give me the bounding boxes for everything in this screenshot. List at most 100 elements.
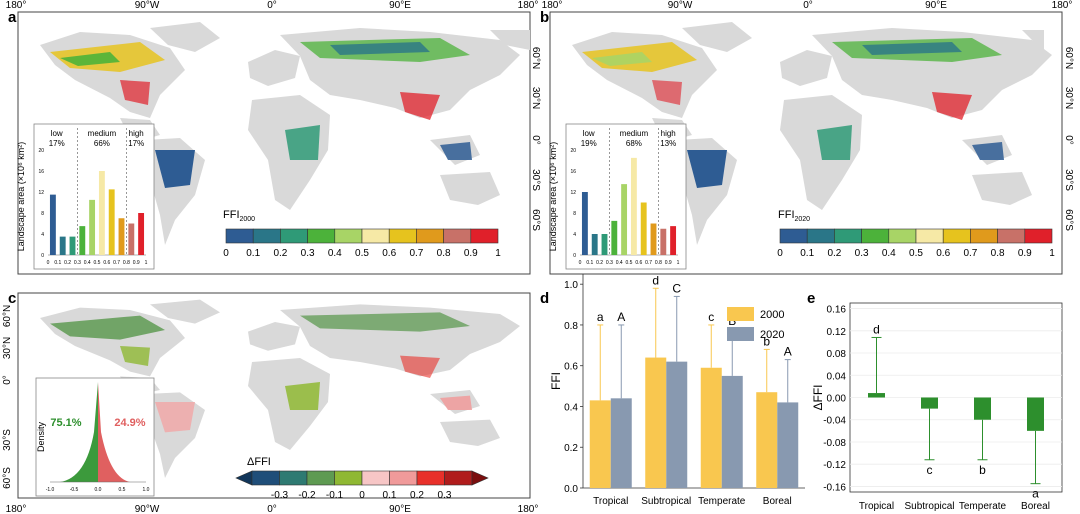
- panel-letter-e: e: [807, 290, 815, 307]
- x-tick: Boreal: [763, 496, 792, 507]
- colorbar-swatch: [806, 228, 835, 244]
- inset-xtick: 0.7: [645, 260, 652, 266]
- inset-xtick: 0.2: [64, 260, 71, 266]
- colorbar-tick: 0.2: [410, 490, 424, 501]
- colorbar-tick: 0.4: [328, 248, 342, 259]
- colorbar-swatch: [443, 228, 472, 244]
- significance-label: d: [652, 273, 659, 287]
- inset-group-pct: 13%: [660, 139, 676, 148]
- inset-xtick: 0.3: [74, 260, 81, 266]
- density-pos-pct: 24.9%: [114, 417, 145, 429]
- bar-2000: [645, 357, 667, 488]
- inset-bar: [591, 234, 598, 255]
- lat-tick: 0°: [1063, 135, 1074, 145]
- colorbar-title-b: FFI2020: [778, 209, 810, 223]
- inset-xtick: 1: [145, 260, 148, 266]
- colorbar-swatch: [861, 228, 890, 244]
- colorbar-tick: 0.1: [383, 490, 397, 501]
- inset-xtick: 0.2: [596, 260, 603, 266]
- inset-bar: [118, 218, 125, 255]
- panel-c: c 180° 90°W 0° 90°E 180° 60°N 30°N 0° 30…: [2, 290, 538, 514]
- x-tick: Subtropical: [904, 501, 954, 512]
- lon-tick: 180°: [518, 0, 539, 11]
- inset-xtick: 0.9: [133, 260, 140, 266]
- colorbar-title-c: ΔFFI: [247, 456, 271, 468]
- colorbar-tick: 0.8: [437, 248, 451, 259]
- colorbar-tick: -0.3: [271, 490, 289, 501]
- colorbar-tick: 0.5: [355, 248, 369, 259]
- inset-bar: [581, 192, 588, 255]
- y-tick: 0.04: [827, 371, 847, 382]
- change-overlay-c: [50, 312, 472, 433]
- inset-xtick: -0.5: [70, 487, 79, 493]
- y-label: ΔFFI: [811, 384, 825, 410]
- y-tick: -0.12: [823, 460, 846, 471]
- colorbar-tick: 0.9: [1018, 248, 1032, 259]
- colorbar-tick: 0.3: [301, 248, 315, 259]
- colorbar-swatch: [334, 470, 363, 486]
- colorbar-swatch: [1024, 228, 1053, 244]
- x-tick: Tropical: [593, 496, 628, 507]
- inset-xtick: 0.5: [94, 260, 101, 266]
- colorbar-swatch: [942, 228, 971, 244]
- panel-b: b 180° 90°W 0° 90°E 180°: [540, 0, 1074, 275]
- y-tick: 0.4: [564, 402, 578, 413]
- colorbar-end-high: [471, 470, 489, 486]
- inset-bar: [650, 223, 657, 255]
- inset-xtick: 0.1: [54, 260, 61, 266]
- inset-bar: [601, 234, 608, 255]
- inset-xtick: 0.9: [665, 260, 672, 266]
- inset-xtick: 0.8: [123, 260, 130, 266]
- colorbar-tick: 0.6: [382, 248, 396, 259]
- lat-tick: 30°N: [530, 87, 541, 109]
- significance-label: c: [708, 310, 714, 324]
- lon-tick: 0°: [267, 0, 277, 11]
- lat-tick: 0°: [2, 375, 13, 385]
- colorbar-swatch: [416, 228, 444, 244]
- lon-tick: 90°W: [135, 504, 160, 514]
- inset-xtick: 0.0: [95, 487, 102, 493]
- inset-ytick: 0: [573, 253, 576, 259]
- inset-xtick: -1.0: [46, 487, 55, 493]
- lat-tick: 60°S: [2, 467, 13, 489]
- inset-xtick: 0.6: [635, 260, 642, 266]
- lat-tick: 30°N: [2, 337, 13, 359]
- inset-bar: [79, 226, 86, 255]
- inset-ytick: 0: [41, 253, 44, 259]
- colorbar-swatch: [388, 228, 417, 244]
- bar-2020: [666, 361, 688, 488]
- lon-tick: 180°: [1052, 0, 1073, 11]
- inset-group-name: high: [661, 129, 676, 138]
- inset-group-pct: 17%: [128, 139, 144, 148]
- colorbar-swatch: [389, 470, 418, 486]
- colorbar-tick: 0.9: [464, 248, 478, 259]
- lon-tick: 180°: [518, 504, 539, 514]
- inset-group-name: medium: [620, 129, 649, 138]
- colorbar-swatch: [280, 228, 308, 244]
- colorbar-tick: 0.7: [409, 248, 423, 259]
- colorbar-title-a: FFI2000: [223, 209, 255, 223]
- colorbar-swatch: [915, 228, 944, 244]
- inset-bar: [108, 189, 115, 255]
- colorbar-tick: 0: [223, 248, 229, 259]
- lon-tick: 180°: [6, 0, 27, 11]
- inset-bar: [128, 223, 135, 255]
- panel-letter-a: a: [8, 9, 17, 26]
- colorbar-swatch: [444, 470, 473, 486]
- lon-tick: 90°E: [925, 0, 947, 11]
- density-inset-c: Density -1.0 -0.5 0.0 0.5 1.0 75.1% 24.9%: [35, 377, 155, 497]
- bar-delta: [1027, 397, 1044, 431]
- colorbar-tick: 1: [1049, 248, 1055, 259]
- colorbar-b: 0 0.1 0.2 0.3 0.4 0.5 0.6 0.7 0.8 0.9 1: [777, 228, 1055, 259]
- y-tick: 0.08: [827, 349, 847, 360]
- inset-bar: [621, 184, 628, 255]
- bar-2020: [777, 402, 799, 488]
- inset-bar: [138, 213, 145, 255]
- lat-tick: 60°S: [530, 209, 541, 231]
- inset-bar: [660, 228, 667, 255]
- y-tick: 0.2: [564, 443, 578, 454]
